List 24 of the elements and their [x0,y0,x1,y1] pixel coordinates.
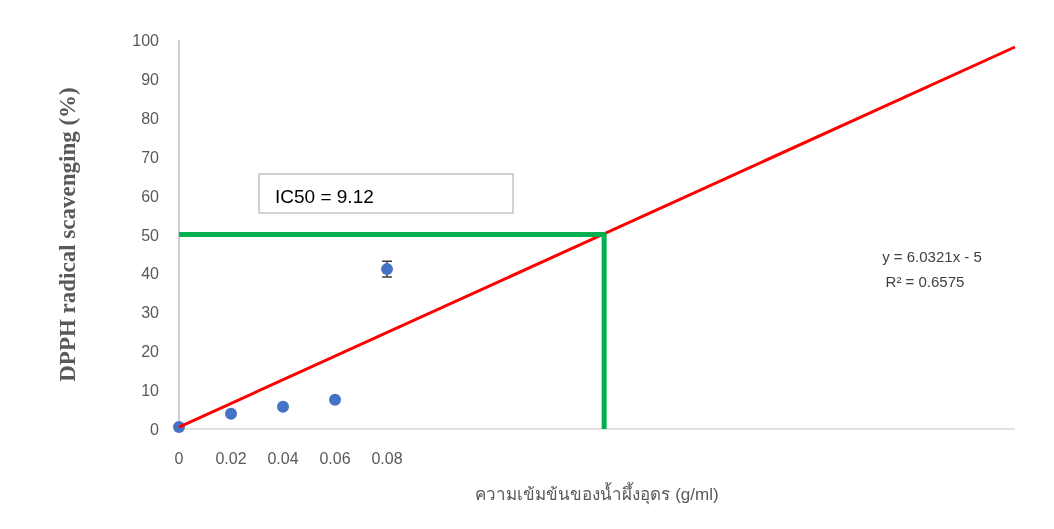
x-tick-label: 0.06 [319,450,351,467]
x-tick-label: 0.02 [215,450,247,467]
y-tick-label: 50 [141,226,160,244]
y-tick-label: 10 [141,382,160,400]
annotation: y = 6.0321x - 5 [882,248,982,265]
point [329,393,342,406]
x-tick-label: 0 [174,450,184,467]
x-axis-title: ความเข้มข้นของน้ำผึ้งอุดร (g/ml) [475,482,719,505]
point [277,400,290,413]
x-tick-label: 0.08 [371,450,403,467]
y-tick-label: 80 [141,109,160,127]
y-axis-title: DPPH radical scavenging (%) [55,87,80,382]
point [225,407,238,420]
x-tick-label: 0.04 [267,450,299,467]
y-tick-label: 30 [141,304,160,322]
y-tick-label: 60 [141,187,160,205]
y-tick-label: 20 [141,343,160,361]
annotation: R² = 0.6575 [885,273,965,290]
y-tick-label: 70 [141,148,160,166]
y-tick-label: 0 [150,421,160,438]
y-tick-label: 100 [132,32,160,49]
y-tick-label: 90 [141,70,160,88]
y-tick-label: 40 [141,265,160,283]
annotation: IC50 = 9.12 [275,186,374,207]
